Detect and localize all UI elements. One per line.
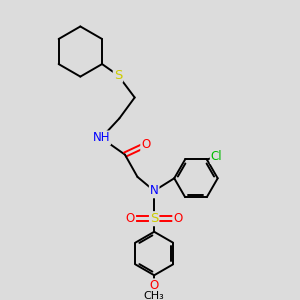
Text: Cl: Cl [211,150,222,163]
Text: O: O [173,212,182,225]
Text: O: O [150,279,159,292]
Text: O: O [126,212,135,225]
Text: CH₃: CH₃ [144,291,165,300]
Text: S: S [114,69,122,82]
Text: N: N [150,184,159,197]
Text: O: O [141,138,150,152]
Text: S: S [150,212,158,225]
Text: NH: NH [92,131,110,144]
